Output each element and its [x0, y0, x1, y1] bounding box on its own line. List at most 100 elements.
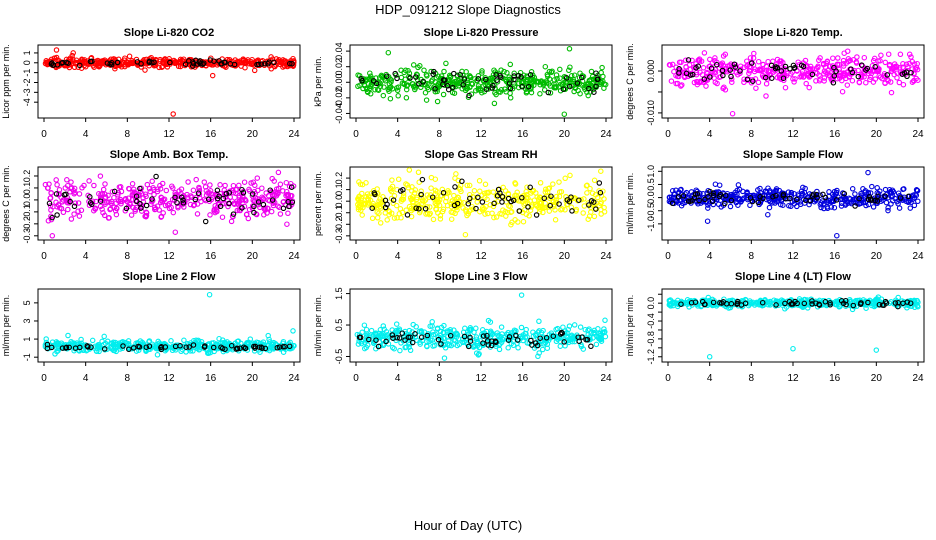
data-point [411, 190, 418, 196]
data-point [455, 177, 462, 184]
reference-point [518, 74, 524, 80]
outlier-point [206, 291, 213, 298]
data-point [151, 191, 157, 198]
data-point [560, 80, 567, 86]
reference-point [452, 184, 458, 190]
data-point [567, 336, 574, 343]
reference-point [527, 184, 533, 191]
chart-title: Slope Line 4 (LT) Flow [735, 271, 851, 283]
data-point [509, 219, 515, 226]
reference-point [569, 208, 575, 214]
y-tick-label: -1 [22, 353, 32, 361]
y-tick-label: 0.0 [334, 195, 344, 208]
reference-point [782, 195, 789, 202]
data-point [557, 343, 564, 349]
data-point [383, 329, 390, 335]
data-point [576, 74, 583, 81]
x-tick-label: 16 [205, 129, 217, 140]
data-point [125, 338, 132, 344]
reference-point [762, 74, 769, 81]
reference-point [382, 197, 389, 204]
x-tick-label: 4 [707, 129, 713, 140]
outlier-point [729, 110, 736, 117]
data-point [888, 89, 895, 96]
data-point [155, 338, 161, 345]
reference-point [519, 195, 525, 201]
data-point [386, 88, 392, 94]
x-tick-label: 12 [787, 129, 799, 140]
data-point [380, 323, 387, 329]
data-point [682, 57, 689, 64]
data-point [527, 207, 534, 214]
data-point [710, 201, 717, 208]
reference-point [586, 85, 592, 92]
reference-point [467, 195, 473, 202]
reference-point [440, 77, 447, 83]
chart-panel: Slope Line 4 (LT) Flow ml/min per min. -1.… [625, 271, 925, 384]
data-point [414, 194, 420, 201]
reference-point [728, 301, 735, 307]
x-tick-label: 8 [749, 129, 755, 140]
reference-point [547, 202, 553, 209]
data-point [430, 216, 437, 223]
data-point [230, 182, 237, 189]
data-point [597, 200, 604, 207]
data-point [878, 52, 884, 59]
data-point [477, 87, 484, 94]
data-point [476, 178, 483, 184]
data-point [853, 60, 860, 66]
reference-point [172, 194, 178, 201]
data-point [817, 192, 823, 198]
reference-point [680, 193, 687, 199]
reference-point [399, 330, 406, 336]
reference-point [237, 345, 243, 352]
reference-point [430, 71, 436, 78]
data-point [479, 207, 486, 213]
data-point [472, 76, 478, 82]
y-tick-label: -1.2 [646, 349, 656, 365]
data-point [845, 56, 852, 62]
data-point [175, 204, 181, 211]
reference-point [856, 195, 862, 202]
data-point [541, 80, 547, 87]
reference-point [210, 344, 217, 351]
data-point [861, 54, 868, 61]
data-point [807, 66, 814, 73]
data-point [236, 182, 242, 189]
data-point [216, 200, 222, 207]
data-point [765, 58, 771, 65]
data-point [676, 59, 683, 66]
data-point [471, 188, 478, 194]
reference-point [451, 70, 457, 77]
data-point [92, 205, 98, 212]
y-tick-label: 0.5 [334, 319, 344, 332]
reference-point [827, 302, 833, 308]
data-point [483, 203, 489, 210]
data-point [207, 182, 213, 188]
reference-point [59, 345, 66, 351]
reference-point [242, 345, 248, 351]
data-point [264, 205, 271, 211]
reference-point [714, 61, 720, 68]
data-point [427, 323, 433, 329]
reference-point [440, 190, 447, 196]
data-point [421, 81, 428, 88]
data-point [675, 300, 681, 307]
data-point [78, 207, 85, 214]
data-point [434, 188, 440, 195]
reference-point [97, 198, 104, 204]
data-point [454, 331, 460, 337]
reference-point [728, 73, 734, 80]
x-tick-label: 4 [707, 251, 713, 262]
x-tick-label: 0 [41, 129, 47, 140]
chart-title: Slope Sample Flow [743, 149, 844, 161]
data-point [601, 196, 607, 202]
reference-point [258, 61, 265, 67]
data-point [586, 213, 593, 219]
data-point [731, 197, 737, 203]
data-point [821, 78, 827, 84]
outlier-point [704, 218, 711, 224]
data-point [393, 321, 400, 327]
data-point [387, 95, 394, 102]
data-point [694, 79, 701, 85]
